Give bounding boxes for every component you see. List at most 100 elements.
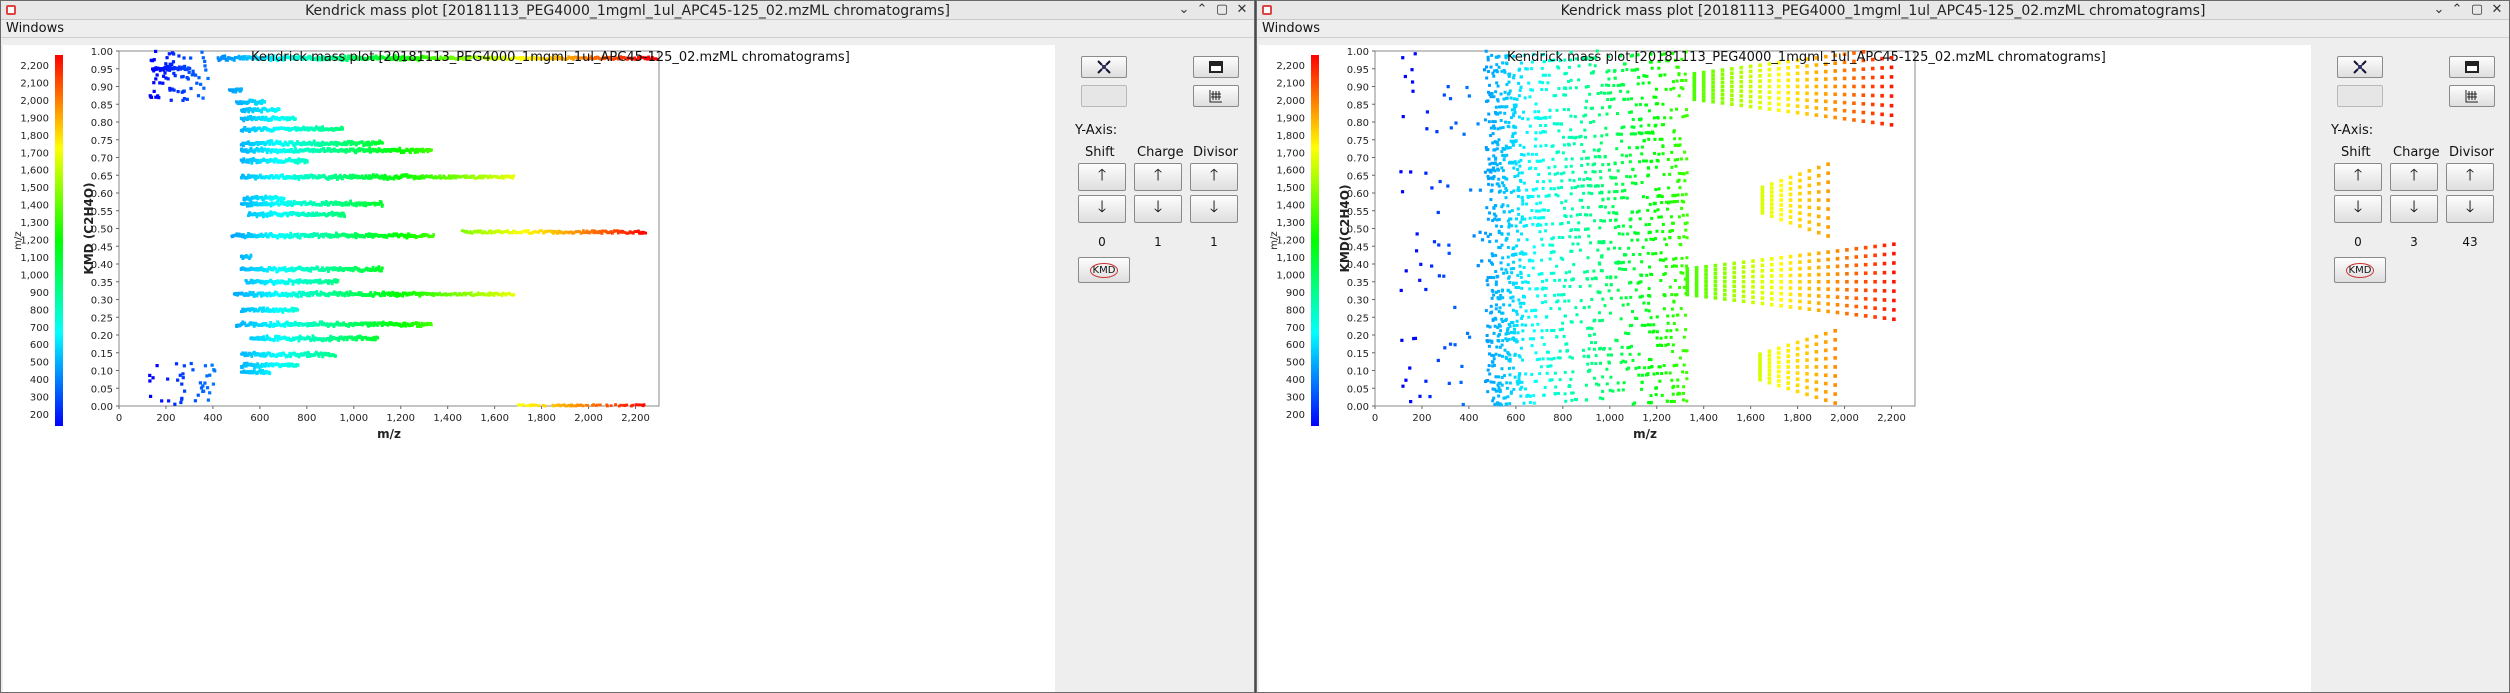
collapse-icon[interactable]: ⌄	[1178, 2, 1190, 17]
scatter-point	[260, 108, 264, 111]
scatter-point	[327, 143, 331, 147]
window-title: Kendrick mass plot [20181113_PEG4000_1mg…	[305, 3, 950, 19]
scatter-point	[348, 149, 351, 153]
scatter-point	[251, 364, 255, 368]
scatter-point	[487, 55, 491, 59]
scatter-point	[290, 338, 293, 342]
scatter-point	[289, 127, 292, 131]
scatter-point	[334, 337, 338, 341]
scatter-point	[598, 403, 602, 407]
expand-icon[interactable]: ⌃	[1196, 2, 1208, 17]
scatter-point	[317, 354, 321, 358]
kendrick-scatter-plot[interactable]: 2003004005006007008009001,0001,1001,2001…	[3, 45, 1055, 693]
chart-panel[interactable]: 200 300 400 500 600 700 800 900 1,000 1,100 1,200 1…	[3, 45, 1055, 693]
scatter-point	[277, 107, 281, 111]
x-tick-label: 1,000	[339, 413, 368, 424]
scatter-point	[506, 292, 510, 296]
scatter-point	[237, 102, 241, 106]
scatter-point	[399, 57, 403, 61]
scatter-point	[313, 338, 316, 342]
scatter-point	[303, 174, 307, 178]
scatter-point	[473, 229, 477, 233]
scatter-point	[318, 234, 322, 238]
scatter-point	[322, 291, 326, 295]
scatter-point	[397, 294, 400, 298]
close-icon[interactable]: ✕	[1236, 2, 1248, 17]
scatter-point	[365, 148, 369, 152]
maximize-icon[interactable]: ▢	[1215, 2, 1229, 17]
scatter-point	[321, 266, 324, 270]
scatter-point	[307, 201, 311, 205]
scatter-point	[359, 291, 363, 295]
scatter-point	[572, 58, 575, 61]
scatter-point	[317, 281, 321, 285]
scatter-point	[591, 57, 595, 61]
scatter-point	[466, 56, 470, 59]
scatter-point	[282, 322, 285, 326]
scatter-point	[255, 141, 258, 145]
scatter-point	[343, 202, 347, 206]
scatter-point	[354, 336, 357, 339]
scatter-point	[383, 148, 386, 151]
scatter-point	[244, 292, 248, 296]
scatter-point	[347, 293, 351, 296]
scatter-point	[283, 266, 287, 269]
scatter-point	[403, 59, 406, 62]
scatter-point	[249, 146, 253, 150]
colorbar-tick-label: 200	[30, 410, 49, 421]
scatter-point	[363, 176, 366, 180]
scatter-point	[296, 140, 299, 143]
scatter-point	[354, 232, 357, 235]
scatter-point	[264, 201, 268, 204]
scatter-point	[261, 98, 264, 102]
scatter-point	[268, 372, 271, 376]
scatter-point	[591, 229, 594, 233]
scatter-point	[286, 214, 289, 218]
scatter-point	[336, 178, 339, 181]
scatter-point	[330, 200, 333, 204]
scatter-point	[323, 212, 326, 216]
scatter-point	[307, 335, 311, 339]
scatter-point	[247, 110, 251, 114]
scatter-point	[248, 130, 251, 133]
scatter-point	[244, 128, 248, 132]
scatter-point	[270, 309, 274, 313]
scatter-point	[381, 174, 384, 178]
scatter-point	[303, 268, 307, 272]
scatter-point	[479, 229, 483, 233]
scatter-point	[305, 58, 309, 61]
scatter-point	[469, 291, 473, 295]
scatter-point	[411, 57, 415, 61]
colorbar-tick-label: 1,600	[20, 166, 49, 177]
scatter-point	[473, 293, 477, 297]
scatter-point	[282, 58, 285, 62]
scatter-point	[274, 148, 278, 152]
scatter-point	[302, 125, 305, 129]
scatter-point	[371, 295, 375, 298]
menu-windows[interactable]: Windows	[6, 21, 65, 36]
scatter-point	[248, 204, 252, 208]
scatter-point	[319, 351, 323, 355]
scatter-point	[300, 336, 304, 340]
scatter-point	[293, 233, 297, 236]
scatter-point	[364, 336, 367, 340]
scatter-point	[293, 57, 296, 61]
scatter-point	[328, 354, 332, 358]
window-titlebar[interactable]: Kendrick mass plot [20181113_PEG4000_1mg…	[1, 1, 1254, 20]
scatter-point	[272, 325, 275, 328]
scatter-point	[382, 177, 386, 181]
scatter-point	[586, 231, 590, 235]
scatter-point	[576, 230, 580, 234]
scatter-point	[291, 201, 295, 205]
scatter-point	[389, 293, 392, 297]
scatter-point	[320, 148, 324, 152]
scatter-point	[311, 150, 315, 154]
scatter-point	[296, 56, 299, 60]
scatter-point	[261, 291, 264, 295]
scatter-point	[250, 118, 254, 122]
scatter-point	[301, 211, 305, 215]
scatter-point	[231, 90, 235, 94]
scatter-point	[347, 203, 350, 207]
scatter-point	[644, 231, 648, 235]
scatter-point	[503, 230, 507, 233]
